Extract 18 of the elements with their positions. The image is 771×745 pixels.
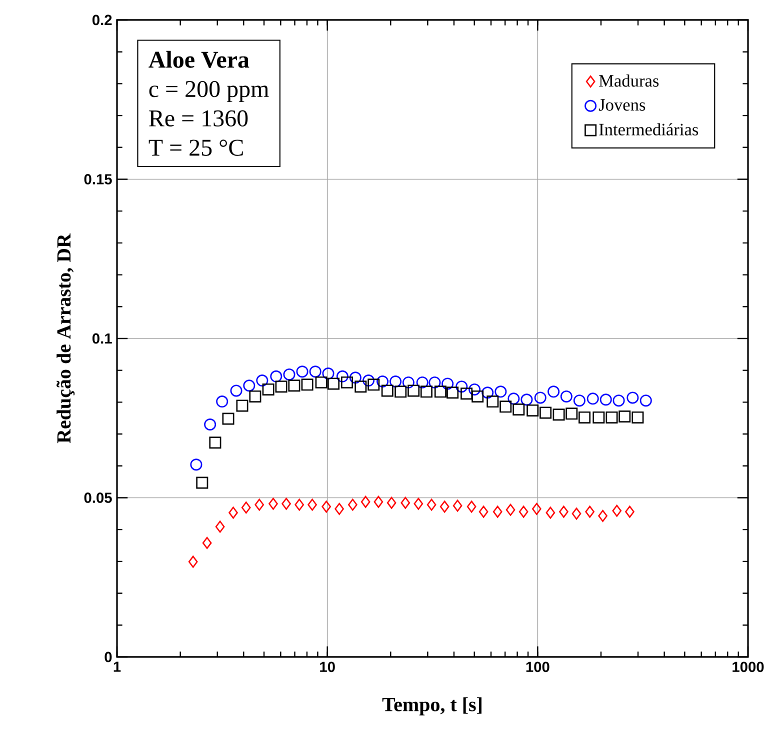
annotation: Aloe Vera [148, 50, 250, 68]
annotation: Re = 1360 [149, 110, 248, 126]
y-tick-label: 0.2 [92, 14, 112, 26]
x-tick-label: 1000 [732, 662, 764, 672]
y-tick-label: 0.15 [84, 174, 112, 184]
x-axis-title: Tempo, t [s] [382, 697, 482, 716]
annotation: T = 25 °C [148, 140, 243, 156]
y-tick-label: 0.05 [84, 492, 112, 503]
y-tick-label: 0 [104, 652, 112, 662]
x-tick-label: 100 [526, 662, 550, 672]
y-tick-label: 0.1 [92, 333, 112, 344]
x-tick-label: 10 [320, 662, 335, 672]
legend-label: Maduras [599, 74, 659, 87]
legend-label: Jovens [598, 99, 646, 111]
x-tick-label: 1 [114, 662, 121, 672]
legend-label: Intermediárias [599, 123, 698, 136]
y-axis-title: Redução de Arrasto, DR [56, 233, 75, 444]
annotation: c = 200 ppm [149, 80, 269, 102]
